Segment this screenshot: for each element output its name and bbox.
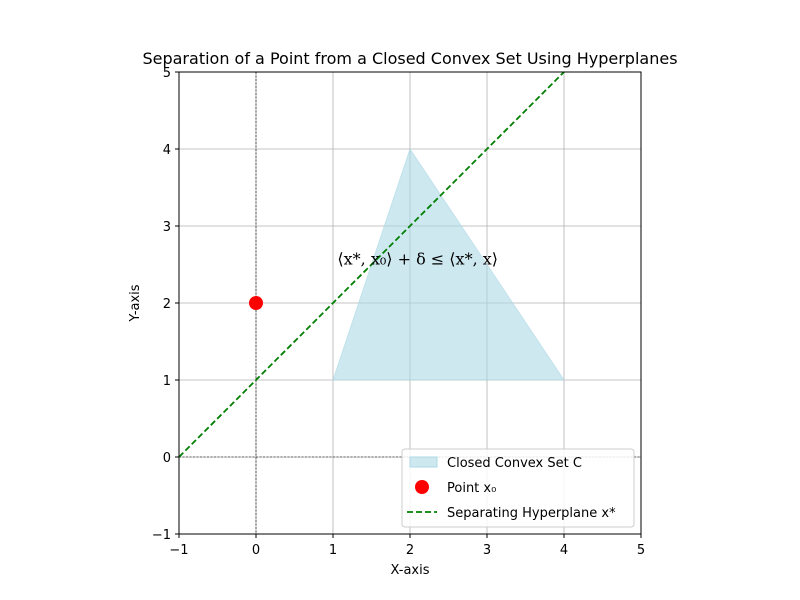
- y-tick-label: 5: [163, 66, 171, 81]
- x-tick-label: 3: [483, 543, 491, 558]
- x-tick-label: 4: [560, 543, 568, 558]
- x-tick-label: 0: [252, 543, 260, 558]
- legend-label: Point x₀: [447, 481, 496, 496]
- legend-swatch-convex-set: [409, 456, 438, 468]
- chart-title: Separation of a Point from a Closed Conv…: [142, 49, 677, 68]
- point-x0-marker: [249, 296, 263, 310]
- y-tick-label: 3: [163, 220, 171, 235]
- y-tick-label: −1: [152, 528, 171, 543]
- plot-area: −1 0 1 2 3 4 5 −1 0 1 2 3 4 5: [152, 66, 645, 558]
- legend-label: Closed Convex Set C: [447, 456, 582, 471]
- y-tick-label: 1: [163, 374, 171, 389]
- x-axis-label: X-axis: [391, 563, 430, 578]
- y-axis-label: Y-axis: [128, 284, 143, 322]
- hyperplane-line: [178, 71, 565, 458]
- legend-box: [401, 448, 635, 528]
- annotation-inequality: ⟨x*, x₀⟩ + δ ≤ ⟨x*, x⟩: [337, 250, 498, 269]
- x-tick-label: 1: [329, 543, 337, 558]
- legend-label: Separating Hyperplane x*: [447, 506, 616, 521]
- y-tick-label: 2: [163, 297, 171, 312]
- x-tick-label: −1: [169, 543, 188, 558]
- legend-swatch-point: [415, 480, 429, 494]
- legend: Closed Convex Set C Point x₀ Separating Hy…: [401, 448, 635, 528]
- x-tick-label: 2: [406, 543, 414, 558]
- x-tick-label: 5: [637, 543, 645, 558]
- y-tick-label: 0: [163, 451, 171, 466]
- y-tick-label: 4: [163, 143, 171, 158]
